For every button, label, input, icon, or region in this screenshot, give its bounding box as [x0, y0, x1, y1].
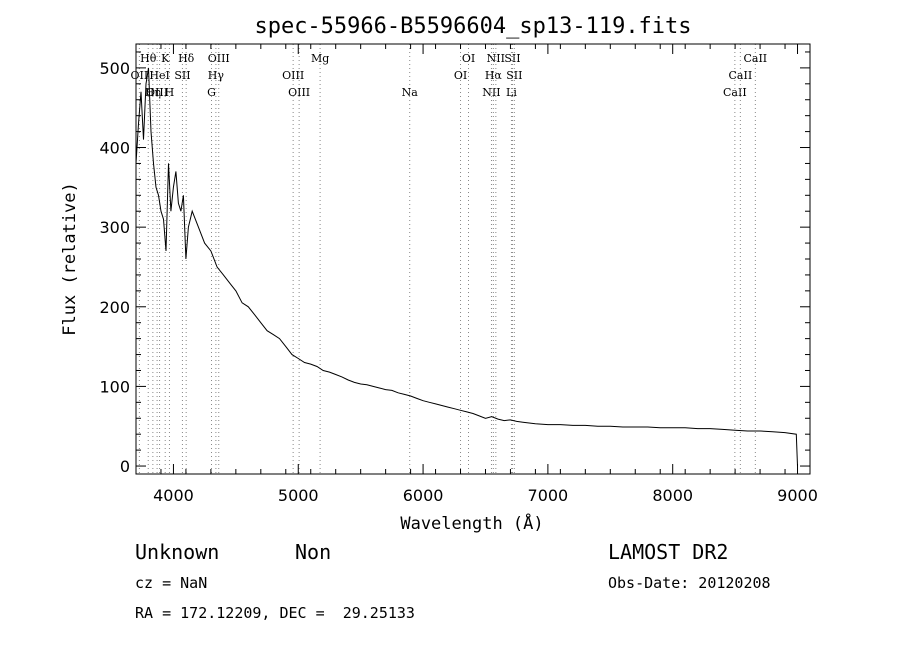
spectral-line-label: OII — [131, 69, 149, 82]
y-tick-label: 500 — [99, 59, 130, 78]
spectral-line-label: Hα — [485, 69, 503, 82]
spectral-line-label: OI — [462, 52, 475, 65]
y-tick-label: 100 — [99, 377, 130, 396]
x-tick-label: 5000 — [278, 486, 319, 505]
spectral-line-label: CaII — [723, 86, 747, 99]
series-group — [135, 67, 798, 467]
spectral-line-label: CaII — [729, 69, 753, 82]
spectral-line-label: OIII — [282, 69, 304, 82]
object-subclass: Non — [295, 540, 332, 564]
survey-name: LAMOST DR2 — [608, 540, 729, 564]
spectral-line-label: Hθ — [140, 52, 157, 65]
spectral-line-label: OI — [454, 69, 467, 82]
spectral-line-label: Hη — [145, 86, 161, 99]
redshift-text: cz = NaN — [135, 574, 208, 592]
y-tick-label: 400 — [99, 139, 130, 158]
spectral-line-label: SII — [174, 69, 190, 82]
x-tick-label: 7000 — [528, 486, 569, 505]
spectral-line-label: CaII — [743, 52, 767, 65]
object-class: Unknown — [135, 540, 220, 564]
spectral-line-label: H — [165, 86, 175, 99]
spectral-line-label: OIII — [208, 52, 230, 65]
spectral-line-label: OIII — [288, 86, 310, 99]
spectral-line-label: K — [161, 52, 170, 65]
plot-frame — [135, 43, 811, 475]
spectral-line-label: Na — [402, 86, 419, 99]
spectral-line-label: SII — [506, 69, 522, 82]
spectral-line-label: NII — [482, 86, 500, 99]
spectral-line-label: NII — [487, 52, 505, 65]
obs-date-text: Obs-Date: 20120208 — [608, 574, 771, 592]
coordinates-text: RA = 172.12209, DEC = 29.25133 — [135, 604, 415, 622]
x-axis-label: Wavelength (Å) — [400, 512, 543, 534]
line-markers: OII OIII Hθ Hη HeI K SII H Hδ OIII Hγ G OIII OIII Mg Na… — [131, 44, 767, 474]
spectral-line-label: Hγ — [208, 69, 225, 82]
y-tick-label: 200 — [99, 298, 130, 317]
x-tick-label: 4000 — [153, 486, 194, 505]
x-tick-label: 6000 — [403, 486, 444, 505]
y-axis-label: Flux (relative) — [60, 182, 80, 336]
spectral-line-label: HeI — [149, 69, 169, 82]
chart-title: spec-55966-B5596604_sp13-119.fits — [254, 14, 691, 39]
axis-ticks: 4000 5000 6000 7000 8000 9000 0 100 200 300 400 500 — [99, 44, 818, 505]
spectral-line-label: Hδ — [178, 52, 195, 65]
y-tick-label: 300 — [99, 218, 130, 237]
spectral-line-label: Li — [506, 86, 517, 99]
x-tick-label: 8000 — [652, 486, 693, 505]
spectrum-series-line — [135, 67, 798, 467]
spectral-line-label: G — [207, 86, 216, 99]
x-tick-label: 9000 — [777, 486, 818, 505]
spectral-line-label: Mg — [311, 52, 329, 65]
y-tick-label: 0 — [120, 457, 130, 476]
spectral-line-label: SII — [504, 52, 520, 65]
spectral-line-label: OIII — [146, 86, 168, 99]
